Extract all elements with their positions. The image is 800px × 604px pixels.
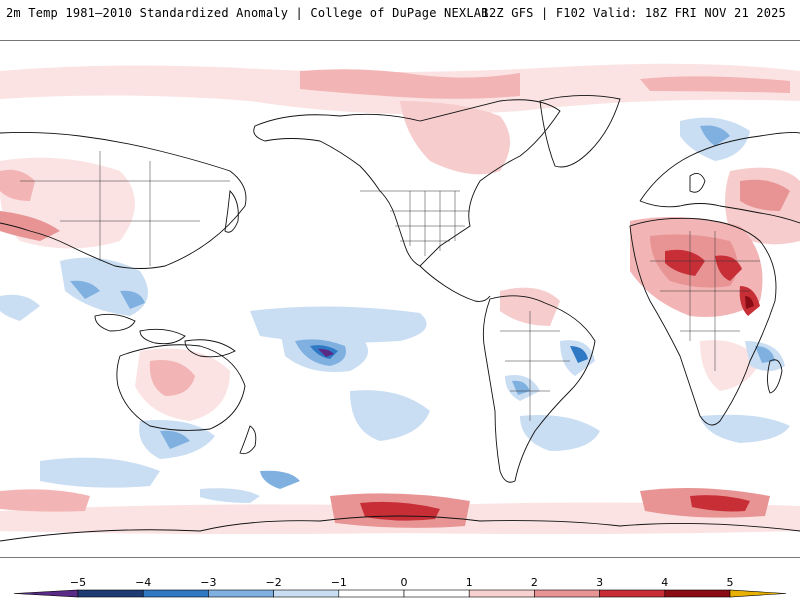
colorbar-segment (208, 589, 274, 598)
colorbar-tick-label: −3 (200, 576, 217, 589)
colorbar-segment (142, 589, 209, 598)
colorbar-segment (534, 589, 600, 598)
colorbar-segment (338, 589, 405, 598)
colorbar-segment (468, 589, 535, 598)
colorbar-tick-label: −2 (265, 576, 282, 589)
colorbar-tick-label: −5 (69, 576, 87, 589)
anomaly-map[interactable] (0, 40, 800, 558)
colorbar-tick-label: 3 (596, 576, 604, 589)
colorbar-extend-low (13, 589, 79, 598)
anomaly-shading (0, 63, 800, 535)
colorbar-segment (77, 589, 144, 598)
colorbar (0, 560, 800, 600)
map-title: 2m Temp 1981–2010 Standardized Anomaly |… (6, 6, 489, 20)
colorbar-tick-label: 2 (530, 576, 538, 589)
colorbar-tick-label: −1 (330, 576, 347, 589)
colorbar-tick-label: 5 (726, 576, 734, 589)
colorbar-extend-high (729, 589, 787, 598)
colorbar-segment (403, 589, 470, 598)
colorbar-tick-label: 0 (400, 576, 408, 589)
colorbar-segment (273, 589, 340, 598)
coastlines (0, 95, 800, 542)
colorbar-segment (664, 589, 731, 598)
colorbar-svg (13, 589, 787, 598)
colorbar-tick-label: 1 (465, 576, 473, 589)
colorbar-segment (599, 589, 666, 598)
colorbar-tick-label: −4 (135, 576, 152, 589)
colorbar-tick-label: 4 (661, 576, 669, 589)
map-svg (0, 41, 800, 557)
model-valid-time: 12Z GFS | F102 Valid: 18Z FRI NOV 21 202… (481, 6, 786, 20)
political-borders (20, 151, 760, 421)
